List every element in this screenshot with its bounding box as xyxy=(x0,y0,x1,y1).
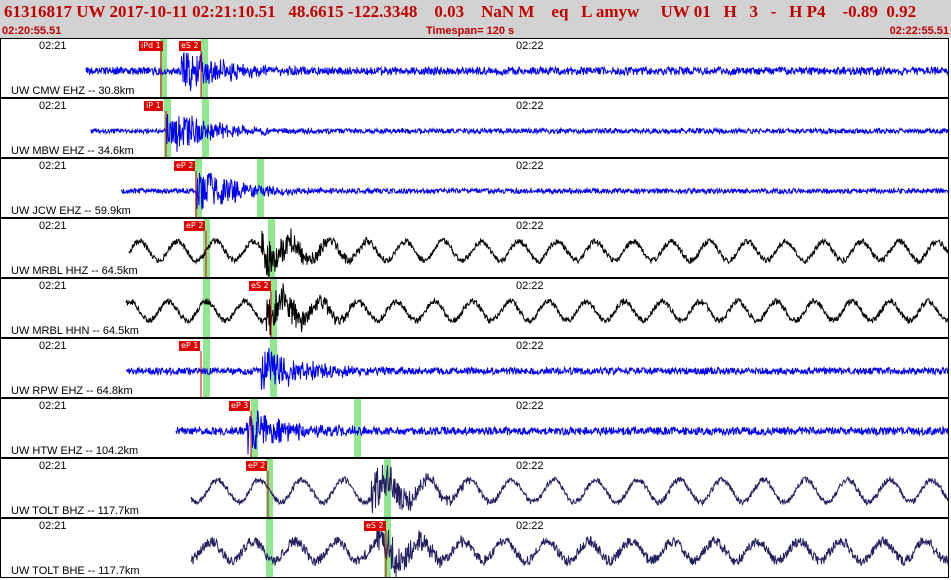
station-label: UW TOLT BHE -- 117.7km xyxy=(11,565,140,577)
pick-window xyxy=(203,279,210,337)
time-tick-label: 02:22 xyxy=(516,100,544,112)
pick-flag[interactable]: eS 2 xyxy=(179,41,201,51)
pick-window xyxy=(266,519,273,577)
trace-panel: 02:21 02:22 eS 2 UW TOLT BHE -- 117.7km xyxy=(0,518,949,578)
pick-window xyxy=(160,39,167,97)
waveform-svg xyxy=(125,279,948,337)
trace-panel: 02:21 02:22 eP 2 UW TOLT BHZ -- 117.7km xyxy=(0,458,949,518)
waveform-svg xyxy=(125,339,948,397)
time-tick-label: 02:22 xyxy=(516,460,544,472)
trace-panels: 02:21 02:22 iPd 1 eS 2 UW CMW EHZ -- 30.8km 0… xyxy=(0,38,951,580)
time-tick-label: 02:22 xyxy=(516,160,544,172)
waveform-line xyxy=(125,283,948,336)
waveform-svg xyxy=(90,99,948,157)
pick-flag[interactable]: eP 2 xyxy=(246,461,268,471)
header-bar: 61316817 UW 2017-10-11 02:21:10.51 48.66… xyxy=(0,0,951,38)
station-label: UW MBW EHZ -- 34.6km xyxy=(11,145,134,157)
time-tick-label: 02:21 xyxy=(39,100,67,112)
time-tick-label: 02:21 xyxy=(39,520,67,532)
waveform-line xyxy=(190,525,948,577)
waveform-svg xyxy=(190,519,948,577)
waveform-line xyxy=(190,464,948,513)
pick-flag[interactable]: eP 1 xyxy=(179,341,201,351)
end-time-label: 02:22:55.51 xyxy=(889,25,949,37)
trace-panel: 02:21 02:22 iPd 1 eS 2 UW CMW EHZ -- 30.8km xyxy=(0,38,949,98)
pick-window xyxy=(251,399,258,457)
waveform-svg xyxy=(175,399,948,457)
trace-panel: 02:21 02:22 iP 1 UW MBW EHZ -- 34.6km xyxy=(0,98,949,158)
time-tick-label: 02:21 xyxy=(39,160,67,172)
start-time-label: 02:20:55.51 xyxy=(2,25,62,37)
time-tick-label: 02:21 xyxy=(39,460,67,472)
pick-window xyxy=(270,279,277,337)
station-label: UW CMW EHZ -- 30.8km xyxy=(11,85,135,97)
time-tick-label: 02:21 xyxy=(39,40,67,52)
pick-flag[interactable]: eS 2 xyxy=(249,281,271,291)
pick-flag[interactable]: eP 2 xyxy=(184,221,206,231)
station-label: UW MRBL HHZ -- 64.5km xyxy=(11,265,138,277)
trace-panel: 02:21 02:22 eP 2 UW MRBL HHZ -- 64.5km xyxy=(0,218,949,278)
time-tick-label: 02:22 xyxy=(516,220,544,232)
waveform-svg xyxy=(85,39,948,97)
event-title: 61316817 UW 2017-10-11 02:21:10.51 48.66… xyxy=(4,2,917,21)
time-tick-label: 02:22 xyxy=(516,280,544,292)
pick-window xyxy=(268,219,275,277)
trace-panel: 02:21 02:22 eP 1 UW RPW EHZ -- 64.8km xyxy=(0,338,949,398)
pick-window xyxy=(203,339,210,397)
waveform-line xyxy=(90,113,948,152)
time-tick-label: 02:21 xyxy=(39,280,67,292)
trace-panel: 02:21 02:22 eP 3 UW HTW EHZ -- 104.2km xyxy=(0,398,949,458)
trace-panel: 02:21 02:22 eS 2 UW MRBL HHN -- 64.5km xyxy=(0,278,949,338)
timespan-label: Timespan= 120 s xyxy=(426,25,515,37)
pick-window xyxy=(354,399,361,457)
waveform-line xyxy=(125,347,948,390)
pick-flag[interactable]: eP 2 xyxy=(174,161,196,171)
waveform-line xyxy=(128,228,948,277)
pick-flag[interactable]: eS 2 xyxy=(364,521,386,531)
trace-panel: 02:21 02:22 eP 2 UW JCW EHZ -- 59.9km xyxy=(0,158,949,218)
time-tick-label: 02:21 xyxy=(39,220,67,232)
waveform-line xyxy=(120,172,948,210)
station-label: UW TOLT BHZ -- 117.7km xyxy=(11,505,139,517)
pick-flag[interactable]: iPd 1 xyxy=(139,41,163,51)
time-tick-label: 02:22 xyxy=(516,40,544,52)
waveform-line xyxy=(85,52,948,92)
time-tick-label: 02:22 xyxy=(516,340,544,352)
waveform-line xyxy=(175,410,948,455)
waveform-svg xyxy=(120,159,948,217)
waveform-svg xyxy=(190,459,948,517)
station-label: UW MRBL HHN -- 64.5km xyxy=(11,325,139,337)
station-label: UW JCW EHZ -- 59.9km xyxy=(11,205,131,217)
time-tick-label: 02:21 xyxy=(39,400,67,412)
pick-flag[interactable]: iP 1 xyxy=(144,101,163,111)
time-tick-label: 02:22 xyxy=(516,400,544,412)
pick-flag[interactable]: eP 3 xyxy=(229,401,251,411)
pick-window xyxy=(195,159,202,217)
waveform-svg xyxy=(128,219,948,277)
pick-window xyxy=(384,459,391,517)
station-label: UW RPW EHZ -- 64.8km xyxy=(11,385,133,397)
time-tick-label: 02:22 xyxy=(516,520,544,532)
time-tick-label: 02:21 xyxy=(39,340,67,352)
station-label: UW HTW EHZ -- 104.2km xyxy=(11,445,139,457)
